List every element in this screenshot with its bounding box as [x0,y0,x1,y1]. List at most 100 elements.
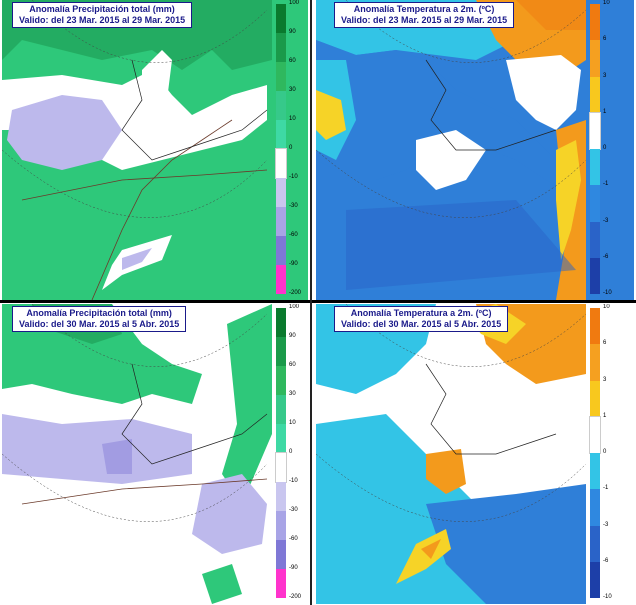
colorbar-tick-label: 60 [289,58,296,64]
colorbar-segment [590,149,600,186]
colorbar-segment [276,424,286,453]
precip-field-week2 [2,304,308,604]
colorbar-tick-label: 10 [289,420,296,426]
temp-title-line2: Valido: del 30 Mar. 2015 al 5 Abr. 2015 [341,319,502,329]
colorbar-segment [276,308,286,337]
colorbar-segment [275,148,287,179]
temp-colorbar-week2: 10 6 3 1 0 -1 -3 -6 -10 [589,304,624,600]
colorbar-tick-label: -30 [289,203,298,209]
colorbar-tick-label: 0 [603,449,607,455]
precip-colorbar-week2: 100 90 60 30 10 0 -10 -30 -60 -90 -200 [275,304,308,600]
colorbar-tick-label: -10 [603,290,612,296]
colorbar-tick-label: -10 [289,478,298,484]
colorbar-tick-label: 0 [289,145,293,151]
colorbar-tick-label: 1 [603,108,607,115]
temp-title-line2: Valido: del 23 Mar. 2015 al 29 Mar. 2015 [341,15,508,25]
colorbar-tick-label: -10 [289,174,298,180]
temp-title-week2: Anomalía Temperatura a 2m. (ºC) Valido: … [334,306,509,332]
colorbar-segment [275,452,287,483]
colorbar-segment [590,561,600,598]
horizontal-divider [0,300,636,303]
temp-map-week2: Anomalía Temperatura a 2m. (ºC) Valido: … [316,304,634,604]
colorbar-tick-label: 30 [289,391,296,397]
precip-title-week1: Anomalía Precipitación total (mm) Valido… [12,2,193,28]
temp-title-line1: Anomalía Temperatura a 2m. (ºC) [350,308,492,318]
colorbar-segment [590,257,600,294]
colorbar-tick-label: 0 [289,449,293,455]
colorbar-tick-label: 6 [603,36,607,43]
colorbar-segment [276,120,286,149]
colorbar-tick-label: -200 [289,290,302,296]
colorbar-tick-label: 90 [289,333,296,339]
colorbar-segment [590,489,600,526]
colorbar-segment [589,415,601,455]
colorbar-tick-label: -200 [289,594,302,600]
colorbar-tick-label: 100 [289,0,300,6]
colorbar-segment [276,569,286,598]
colorbar-tick-label: -90 [289,565,298,571]
precip-title-line1: Anomalía Precipitación total (mm) [26,308,172,318]
colorbar-segment [276,337,286,366]
colorbar-tick-label: 1 [603,412,607,419]
colorbar-segment [276,395,286,424]
colorbar-segment [276,540,286,569]
temp-title-week1: Anomalía Temperatura a 2m. (ºC) Valido: … [334,2,515,28]
colorbar-segment [276,482,286,511]
colorbar-segment [276,207,286,236]
colorbar-segment [590,308,600,345]
colorbar-tick-label: -60 [289,232,298,238]
precip-title-line1: Anomalía Precipitación total (mm) [29,4,175,14]
temp-colorbar-week1: 10 6 3 1 0 -1 -3 -6 -10 [589,0,624,296]
colorbar-segment [590,4,600,41]
colorbar-tick-label: -6 [603,253,609,260]
colorbar-segment [276,265,286,294]
temp-title-line1: Anomalía Temperatura a 2m. (ºC) [353,4,495,14]
colorbar-tick-label: 90 [289,29,296,35]
colorbar-tick-label: 0 [603,145,607,151]
colorbar-segment [589,111,601,151]
colorbar-segment [590,344,600,381]
temp-field-week2 [316,304,634,604]
colorbar-segment [590,453,600,490]
colorbar-tick-label: 30 [289,87,296,93]
colorbar-segment [590,40,600,77]
colorbar-segment [590,221,600,258]
colorbar-tick-label: 100 [289,304,300,310]
colorbar-segment [590,76,600,113]
colorbar-tick-label: -10 [603,594,612,600]
colorbar-tick-label: -3 [603,217,609,224]
colorbar-tick-label: 6 [603,340,607,347]
precip-map-week2: Anomalía Precipitación total (mm) Valido… [2,304,308,604]
colorbar-tick-label: 10 [603,304,610,310]
colorbar-segment [276,33,286,62]
colorbar-tick-label: 60 [289,362,296,368]
colorbar-segment [590,525,600,562]
colorbar-segment [276,511,286,540]
colorbar-tick-label: -3 [603,521,609,528]
colorbar-tick-label: 3 [603,376,607,383]
colorbar-segment [276,366,286,395]
colorbar-tick-label: -1 [603,485,609,492]
temp-field-week1 [316,0,634,300]
precip-field-week1 [2,0,308,300]
temp-map-week1: Anomalía Temperatura a 2m. (ºC) Valido: … [316,0,634,300]
precip-title-line2: Valido: del 30 Mar. 2015 al 5 Abr. 2015 [19,319,180,329]
colorbar-segment [590,185,600,222]
colorbar-segment [276,178,286,207]
colorbar-tick-label: 3 [603,72,607,79]
colorbar-tick-label: -1 [603,181,609,188]
precip-colorbar-week1: 100 90 60 30 10 0 -10 -30 -60 -90 -200 [275,0,308,296]
vertical-divider [310,0,312,605]
colorbar-tick-label: -60 [289,536,298,542]
precip-title-line2: Valido: del 23 Mar. 2015 al 29 Mar. 2015 [19,15,186,25]
colorbar-tick-label: 10 [289,116,296,122]
colorbar-segment [276,62,286,91]
precip-map-week1: Anomalía Precipitación total (mm) Valido… [2,0,308,300]
colorbar-tick-label: 10 [603,0,610,6]
colorbar-segment [276,4,286,33]
colorbar-segment [590,380,600,417]
colorbar-segment [276,236,286,265]
colorbar-tick-label: -30 [289,507,298,513]
colorbar-segment [276,91,286,120]
precip-title-week2: Anomalía Precipitación total (mm) Valido… [12,306,187,332]
